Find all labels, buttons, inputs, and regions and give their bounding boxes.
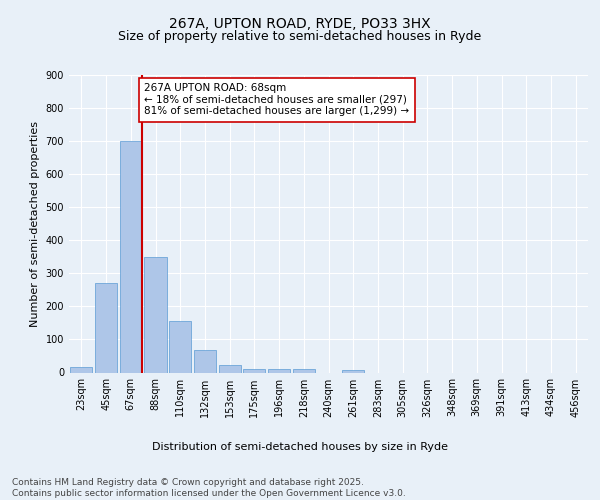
Bar bbox=[169, 322, 191, 372]
Bar bbox=[243, 369, 265, 372]
Text: Contains HM Land Registry data © Crown copyright and database right 2025.
Contai: Contains HM Land Registry data © Crown c… bbox=[12, 478, 406, 498]
Text: 267A, UPTON ROAD, RYDE, PO33 3HX: 267A, UPTON ROAD, RYDE, PO33 3HX bbox=[169, 18, 431, 32]
Bar bbox=[145, 257, 167, 372]
Bar bbox=[293, 369, 315, 372]
Bar bbox=[194, 350, 216, 372]
Bar bbox=[70, 366, 92, 372]
Bar bbox=[119, 141, 142, 372]
Text: Size of property relative to semi-detached houses in Ryde: Size of property relative to semi-detach… bbox=[118, 30, 482, 43]
Bar bbox=[268, 368, 290, 372]
Bar bbox=[342, 370, 364, 372]
Text: 267A UPTON ROAD: 68sqm
← 18% of semi-detached houses are smaller (297)
81% of se: 267A UPTON ROAD: 68sqm ← 18% of semi-det… bbox=[145, 84, 410, 116]
Bar bbox=[218, 365, 241, 372]
Bar bbox=[95, 283, 117, 372]
Text: Distribution of semi-detached houses by size in Ryde: Distribution of semi-detached houses by … bbox=[152, 442, 448, 452]
Y-axis label: Number of semi-detached properties: Number of semi-detached properties bbox=[30, 120, 40, 327]
